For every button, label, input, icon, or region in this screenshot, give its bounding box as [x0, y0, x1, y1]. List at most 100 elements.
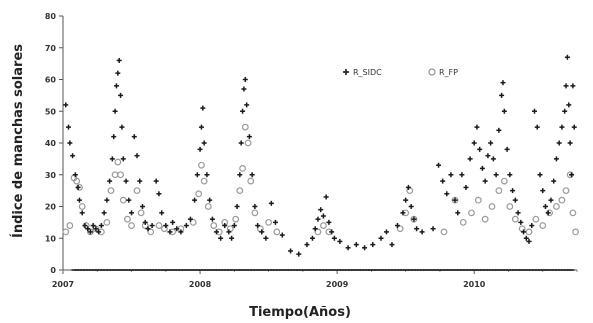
data-point-r-sidc [521, 229, 527, 235]
x-tick-label: 2009 [326, 280, 349, 289]
data-point-r-sidc [563, 83, 569, 89]
data-point-r-sidc [556, 140, 562, 146]
data-point-r-sidc [507, 172, 513, 178]
data-point-r-sidc [553, 156, 559, 162]
data-point-r-fp [244, 139, 252, 147]
data-point-r-sidc [67, 140, 73, 146]
data-point-r-sidc [174, 226, 180, 232]
data-point-r-sidc [156, 191, 162, 197]
data-point-r-sidc [532, 108, 538, 114]
data-point-r-fp [459, 218, 467, 226]
data-point-r-sidc [120, 156, 126, 162]
data-point-r-sidc [320, 213, 326, 219]
data-point-r-sidc [149, 223, 155, 229]
data-point-r-sidc [515, 210, 521, 216]
data-point-r-fp [119, 196, 127, 204]
data-point-r-sidc [370, 242, 376, 248]
data-point-r-sidc [471, 140, 477, 146]
data-point-r-sidc [145, 226, 151, 232]
data-point-r-sidc [187, 216, 193, 222]
legend: R_SIDC R_FP [343, 68, 458, 77]
data-point-r-fp [506, 203, 514, 210]
data-point-r-fp [62, 228, 70, 236]
data-point-r-sidc [448, 172, 454, 178]
data-point-r-sidc [548, 197, 554, 203]
data-point-r-sidc [362, 245, 368, 251]
data-point-r-sidc [523, 235, 529, 241]
data-point-r-sidc [159, 210, 165, 216]
data-point-r-sidc [440, 178, 446, 184]
data-point-r-fp [78, 203, 86, 210]
data-point-r-fp [532, 215, 540, 223]
data-point-r-sidc [474, 124, 480, 130]
data-point-r-sidc [111, 134, 117, 140]
data-point-r-fp [239, 164, 246, 172]
data-point-r-sidc [562, 108, 568, 114]
axes [62, 16, 577, 271]
data-point-r-sidc [252, 204, 258, 209]
data-point-r-sidc [131, 134, 137, 140]
data-point-r-sidc [482, 178, 488, 184]
data-point-r-sidc [214, 229, 220, 235]
data-point-r-sidc [378, 235, 384, 241]
data-point-r-fp [495, 187, 503, 195]
data-point-r-fp [111, 171, 119, 179]
data-point-r-fp [273, 228, 281, 236]
data-point-r-sidc [222, 223, 228, 229]
legend-label-r-fp: R_FP [439, 68, 458, 77]
data-point-r-sidc [504, 146, 510, 152]
data-point-r-fp [92, 225, 100, 233]
data-point-r-fp [558, 196, 566, 204]
data-point-r-sidc [112, 108, 118, 114]
data-point-r-sidc [567, 140, 573, 146]
data-point-r-fp [128, 222, 135, 229]
data-point-r-sidc [263, 235, 269, 241]
data-point-r-sidc [488, 140, 494, 146]
data-point-r-sidc [329, 229, 335, 235]
data-point-r-sidc [259, 229, 265, 235]
legend-item-r-fp: R_FP [428, 68, 458, 77]
data-point-r-fp [241, 123, 249, 131]
legend-marker-circle [428, 68, 436, 76]
data-points [62, 54, 580, 257]
data-point-r-fp [511, 215, 519, 223]
y-tick-label: 60 [45, 76, 57, 85]
data-point-r-sidc [107, 178, 113, 184]
data-point-r-fp [195, 190, 203, 198]
data-point-r-sidc [126, 197, 132, 203]
data-point-r-sidc [288, 248, 294, 254]
data-point-r-fp [396, 225, 404, 233]
data-point-r-sidc [197, 146, 203, 152]
data-point-r-sidc [209, 216, 215, 222]
data-point-r-fp [525, 228, 533, 236]
data-point-r-sidc [323, 194, 329, 200]
data-point-r-fp [137, 209, 145, 217]
y-axis-title: Índice de manchas solares [10, 44, 26, 238]
data-point-r-sidc [123, 178, 129, 184]
data-point-r-sidc [537, 172, 543, 178]
data-point-r-sidc [201, 140, 207, 146]
y-tick-label: 20 [45, 203, 57, 212]
data-point-r-sidc [231, 223, 237, 229]
data-point-r-sidc [326, 219, 332, 225]
data-point-r-fp [500, 177, 508, 185]
data-point-r-sidc [129, 210, 135, 216]
data-point-r-sidc [455, 210, 461, 216]
data-point-r-sidc [82, 223, 88, 229]
data-point-r-sidc [490, 156, 496, 162]
data-point-r-sidc [139, 204, 145, 209]
data-point-r-sidc [109, 156, 115, 162]
data-point-r-sidc [279, 232, 285, 238]
data-point-r-sidc [104, 197, 110, 203]
data-point-r-fp [572, 228, 580, 236]
data-point-r-fp [314, 228, 322, 236]
data-point-r-sidc [87, 229, 93, 235]
data-point-r-fp [198, 161, 205, 169]
data-point-r-sidc [403, 197, 409, 203]
data-point-r-sidc [312, 226, 318, 232]
data-point-r-sidc [318, 207, 324, 213]
data-point-r-sidc [463, 184, 469, 190]
data-point-r-sidc [134, 153, 140, 159]
data-point-r-fp [553, 203, 560, 210]
